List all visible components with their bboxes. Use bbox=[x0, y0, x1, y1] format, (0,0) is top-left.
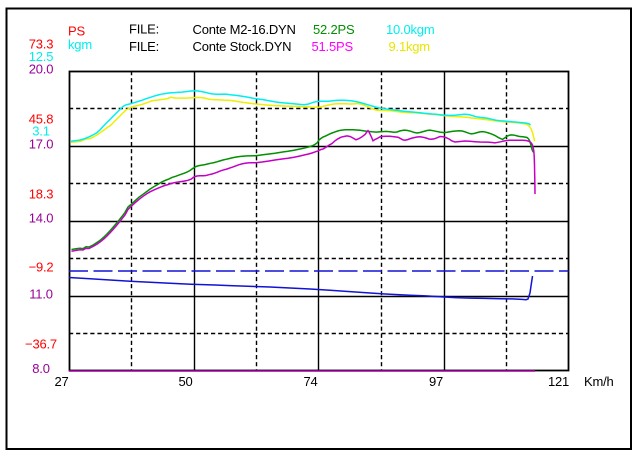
svg-text:10.0kgm: 10.0kgm bbox=[386, 22, 434, 37]
svg-text:97: 97 bbox=[429, 374, 443, 389]
svg-text:50: 50 bbox=[178, 374, 192, 389]
svg-text:9.1kgm: 9.1kgm bbox=[389, 39, 430, 54]
svg-text:8.0: 8.0 bbox=[32, 361, 49, 376]
svg-text:−9.2: −9.2 bbox=[29, 260, 54, 275]
svg-text:52.2PS: 52.2PS bbox=[313, 22, 355, 37]
svg-text:27: 27 bbox=[54, 374, 68, 389]
svg-text:18.3: 18.3 bbox=[29, 186, 54, 201]
svg-text:FILE:: FILE: bbox=[129, 39, 159, 54]
svg-text:51.5PS: 51.5PS bbox=[312, 39, 354, 54]
svg-text:45.8: 45.8 bbox=[29, 111, 54, 126]
svg-text:12.5: 12.5 bbox=[29, 49, 54, 64]
svg-text:Conte Stock.DYN: Conte Stock.DYN bbox=[193, 39, 292, 54]
svg-text:20.0: 20.0 bbox=[29, 62, 54, 77]
svg-text:Km/h: Km/h bbox=[584, 374, 614, 389]
svg-text:74: 74 bbox=[303, 374, 317, 389]
svg-text:73.3: 73.3 bbox=[29, 36, 54, 51]
svg-text:121: 121 bbox=[548, 374, 569, 389]
svg-text:−36.7: −36.7 bbox=[25, 336, 57, 351]
svg-text:11.0: 11.0 bbox=[29, 287, 53, 302]
svg-text:PS: PS bbox=[68, 24, 85, 39]
svg-text:Conte M2-16.DYN: Conte M2-16.DYN bbox=[193, 22, 296, 37]
svg-text:14.0: 14.0 bbox=[29, 211, 54, 226]
svg-text:3.1: 3.1 bbox=[32, 124, 49, 139]
svg-text:17.0: 17.0 bbox=[29, 136, 54, 151]
svg-text:FILE:: FILE: bbox=[129, 22, 159, 37]
svg-text:kgm: kgm bbox=[68, 37, 92, 52]
